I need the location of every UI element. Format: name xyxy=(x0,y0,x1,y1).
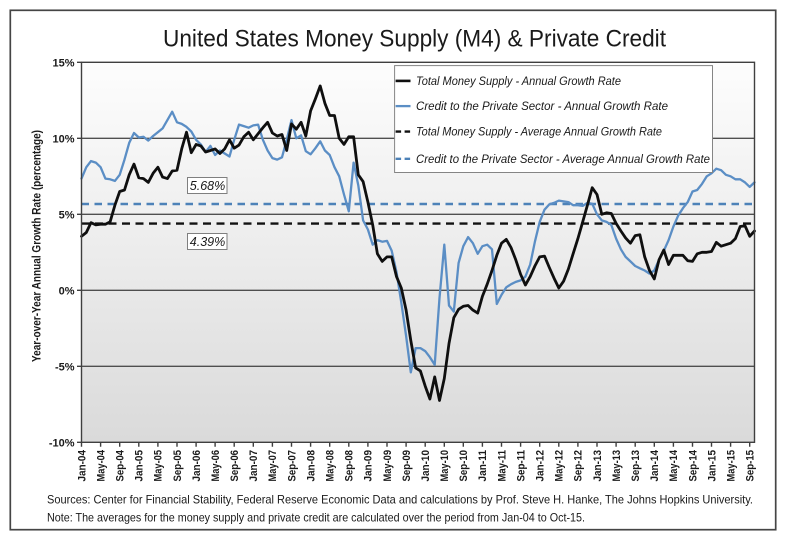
svg-text:Jan-07: Jan-07 xyxy=(248,450,260,482)
svg-text:Year-over-Year Annual Growth R: Year-over-Year Annual Growth Rate (perce… xyxy=(32,130,44,362)
svg-text:Jan-04: Jan-04 xyxy=(76,450,88,482)
svg-text:5%: 5% xyxy=(59,210,75,222)
svg-text:Jan-14: Jan-14 xyxy=(649,450,661,482)
svg-text:May-14: May-14 xyxy=(668,450,680,482)
svg-text:Total Money Supply - Average A: Total Money Supply - Average Annual Grow… xyxy=(416,127,662,139)
svg-text:Jan-15: Jan-15 xyxy=(706,450,718,482)
svg-text:Sep-13: Sep-13 xyxy=(630,450,642,482)
svg-text:Credit to the Private Sector -: Credit to the Private Sector - Annual Gr… xyxy=(416,101,668,113)
svg-text:Jan-11: Jan-11 xyxy=(477,450,489,482)
svg-text:May-08: May-08 xyxy=(325,450,337,482)
svg-text:May-07: May-07 xyxy=(267,450,279,482)
svg-text:Note: The averages for the mon: Note: The averages for the money supply … xyxy=(47,511,585,525)
svg-text:Sep-06: Sep-06 xyxy=(229,450,241,482)
svg-text:Jan-10: Jan-10 xyxy=(420,450,432,482)
svg-text:Sep-07: Sep-07 xyxy=(286,450,298,482)
svg-text:May-05: May-05 xyxy=(153,450,165,482)
svg-text:Jan-09: Jan-09 xyxy=(363,450,375,482)
svg-text:May-12: May-12 xyxy=(554,450,566,482)
svg-text:Sep-09: Sep-09 xyxy=(401,450,413,482)
svg-text:5.68%: 5.68% xyxy=(190,179,225,193)
svg-text:United States Money Supply (M4: United States Money Supply (M4) & Privat… xyxy=(163,26,666,53)
svg-text:Jan-05: Jan-05 xyxy=(134,450,146,482)
svg-text:May-10: May-10 xyxy=(439,450,451,482)
svg-text:Total Money Supply - Annual Gr: Total Money Supply - Annual Growth Rate xyxy=(416,76,621,88)
svg-text:May-04: May-04 xyxy=(95,450,107,482)
svg-text:May-11: May-11 xyxy=(496,450,508,482)
svg-text:Sep-08: Sep-08 xyxy=(344,450,356,482)
svg-text:May-13: May-13 xyxy=(611,450,623,482)
svg-text:Sources: Center for Financial: Sources: Center for Financial Stability,… xyxy=(47,493,753,507)
svg-text:Sep-04: Sep-04 xyxy=(115,450,127,482)
svg-text:-5%: -5% xyxy=(55,362,75,374)
svg-text:Sep-14: Sep-14 xyxy=(687,450,699,482)
svg-text:Sep-11: Sep-11 xyxy=(515,450,527,482)
svg-text:Sep-12: Sep-12 xyxy=(573,450,585,482)
svg-text:4.39%: 4.39% xyxy=(190,235,225,249)
svg-text:Jan-12: Jan-12 xyxy=(535,450,547,482)
svg-text:Sep-15: Sep-15 xyxy=(745,450,757,482)
svg-text:Jan-06: Jan-06 xyxy=(191,450,203,482)
svg-text:10%: 10% xyxy=(52,134,74,146)
svg-text:May-09: May-09 xyxy=(382,450,394,482)
svg-text:Jan-13: Jan-13 xyxy=(592,450,604,482)
svg-text:Credit to the Private Sector -: Credit to the Private Sector - Average A… xyxy=(416,154,710,166)
svg-text:-10%: -10% xyxy=(49,438,75,450)
svg-text:0%: 0% xyxy=(59,286,75,298)
svg-text:May-15: May-15 xyxy=(725,450,737,482)
svg-text:Sep-05: Sep-05 xyxy=(172,450,184,482)
svg-text:15%: 15% xyxy=(52,58,74,70)
svg-text:Jan-08: Jan-08 xyxy=(305,450,317,482)
svg-text:Sep-10: Sep-10 xyxy=(458,450,470,482)
svg-text:May-06: May-06 xyxy=(210,450,222,482)
